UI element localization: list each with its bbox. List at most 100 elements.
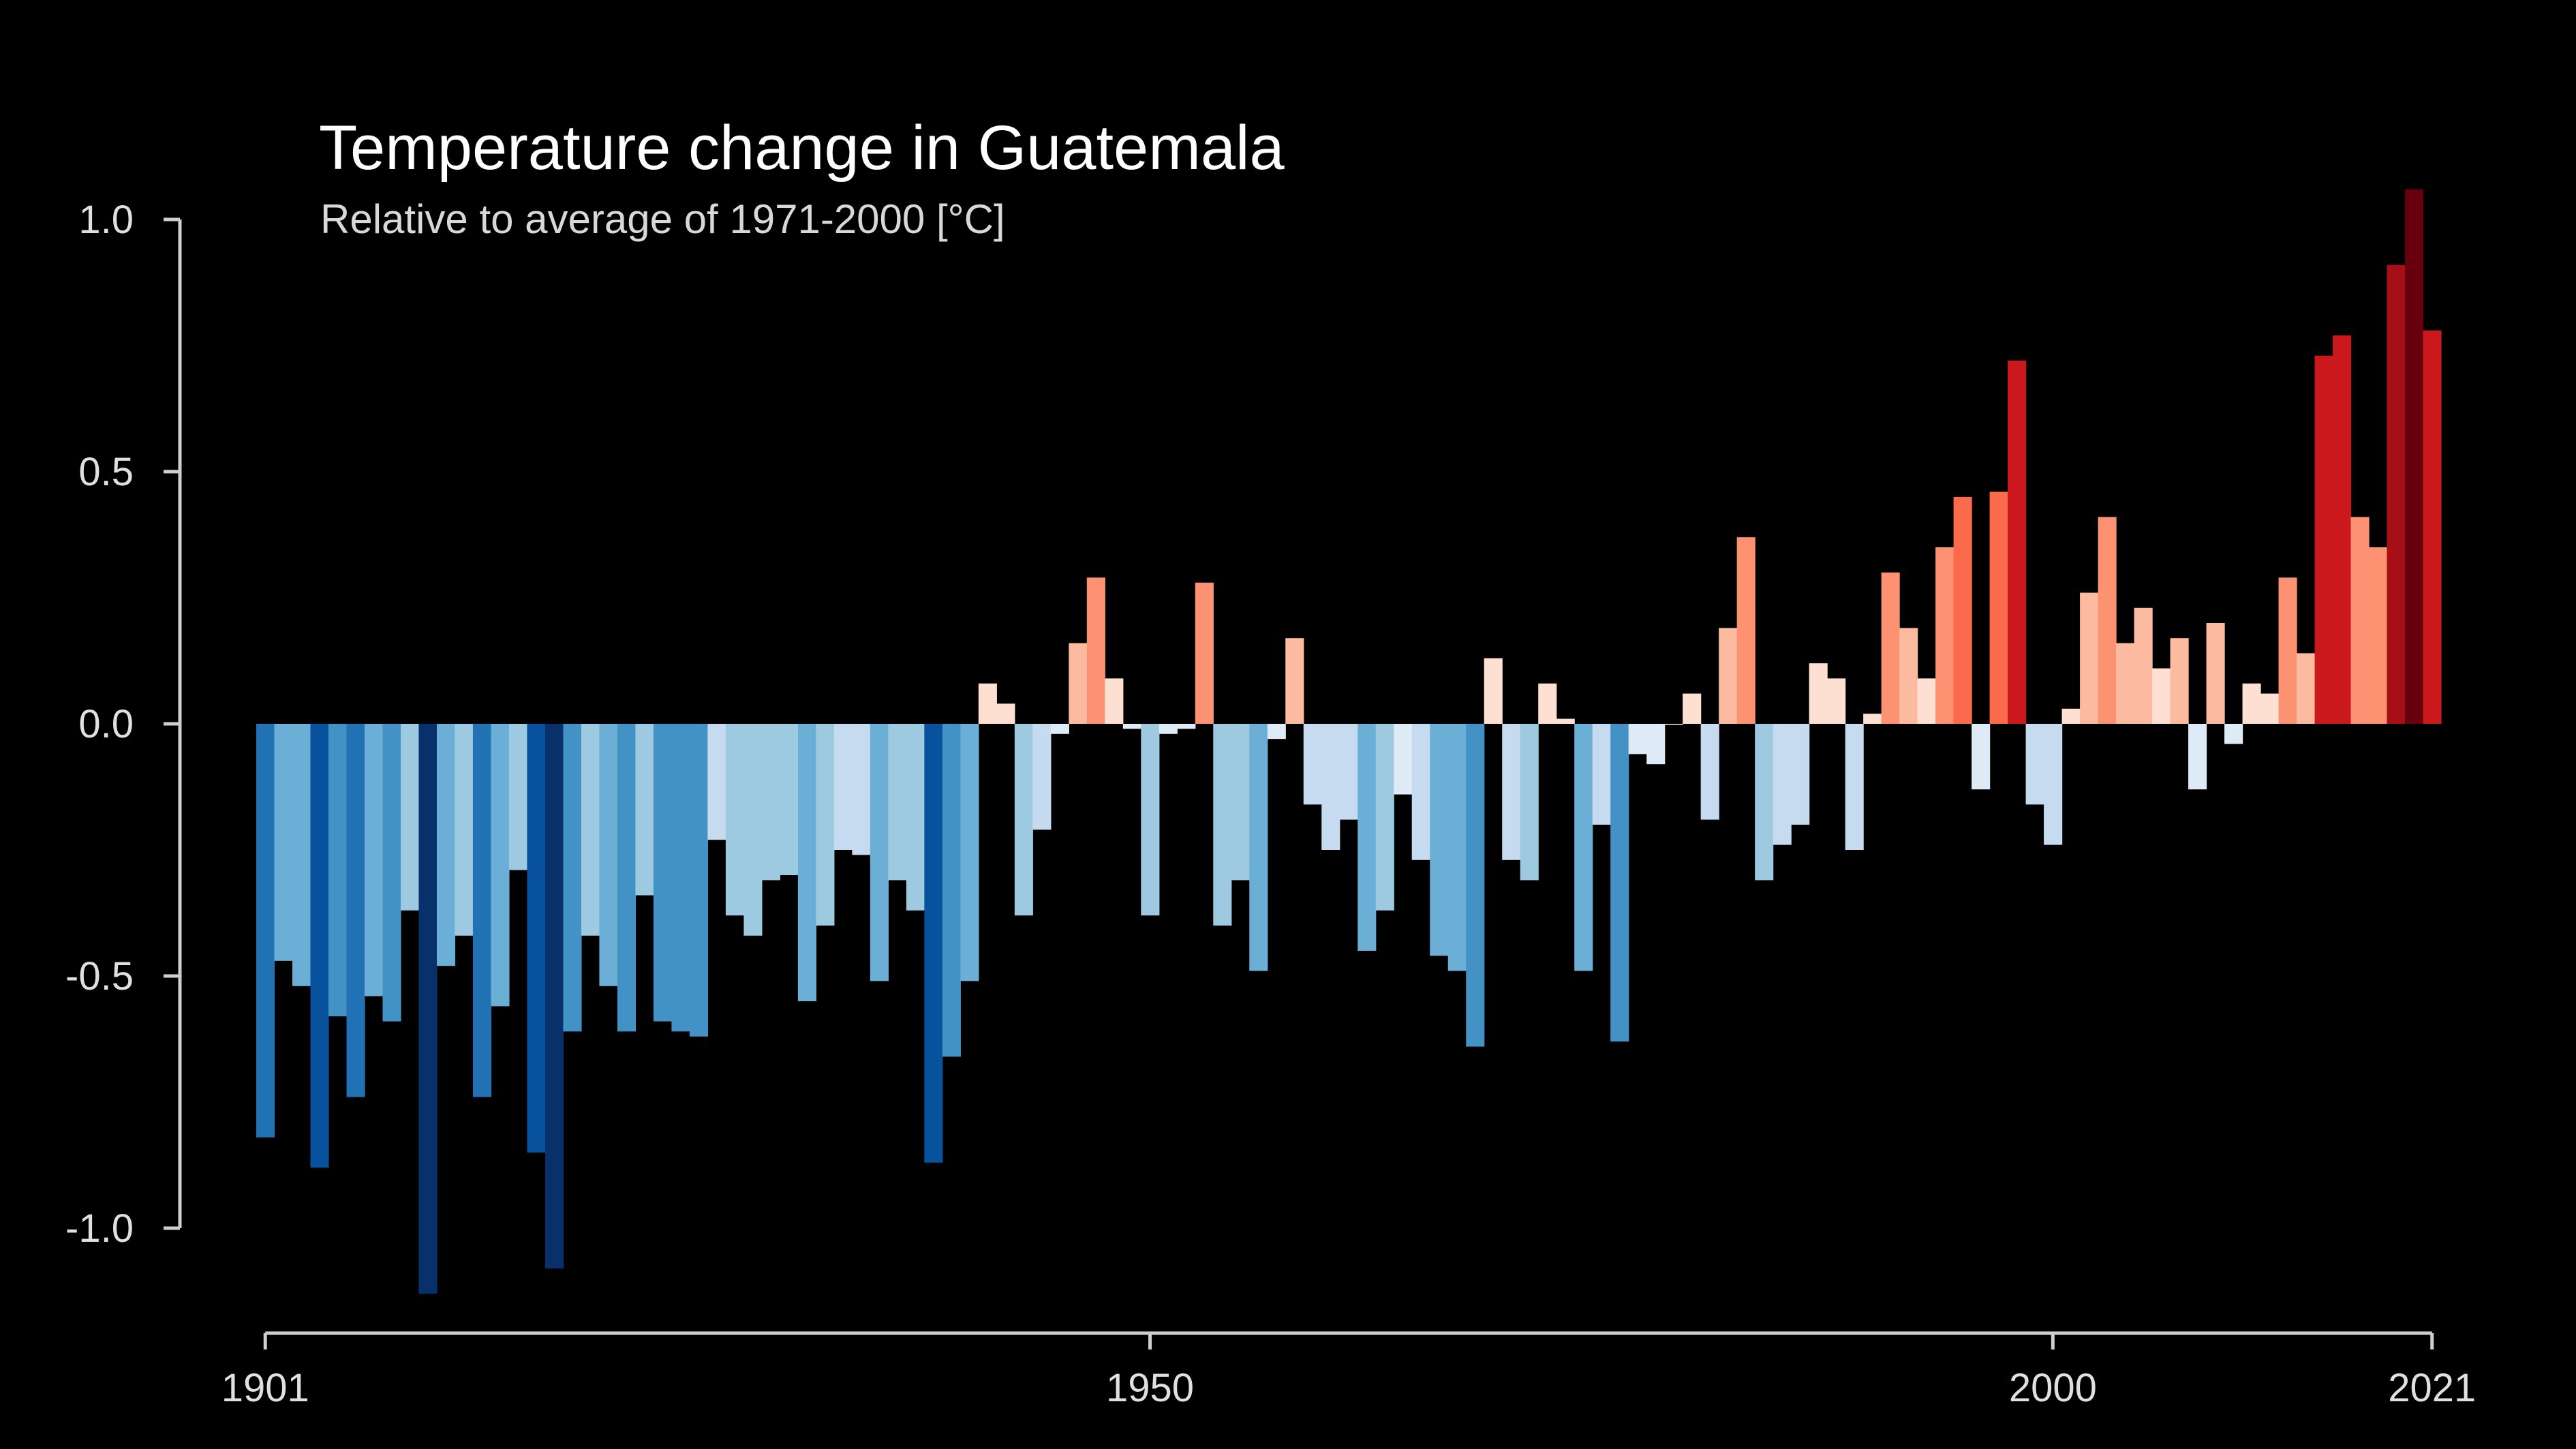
y-axis: 1.0 0.5 0.0 -0.5 -1.0 [65,198,182,1251]
bar-1957 [1267,724,1286,739]
bar-1901 [256,724,275,1138]
bar-1933 [833,724,853,850]
bar-1944 [1032,724,1052,830]
bar-1945 [1050,724,1069,734]
bar-1982 [1719,628,1738,724]
x-tick-label: 1901 [221,1366,309,1410]
bar-1980 [1683,693,1702,724]
bar-1912 [455,724,474,936]
bar-1959 [1303,724,1322,805]
bar-1925 [689,724,708,1037]
bar-2008 [2188,724,2207,790]
y-tick-label: 0.5 [78,450,134,494]
bar-1961 [1339,724,1358,820]
x-axis: 1901 1950 2000 2021 [221,1331,2476,1410]
bar-1924 [671,724,690,1032]
bar-2001 [2061,708,2081,724]
bar-1956 [1249,724,1268,971]
bar-1966 [1430,724,1449,956]
bar-1952 [1177,724,1196,729]
bar-1920 [599,724,618,986]
bar-1975 [1592,724,1611,825]
bar-1937 [906,724,925,911]
bar-1972 [1538,683,1557,724]
bar-1903 [292,724,311,986]
bar-1909 [400,724,420,911]
bar-1922 [635,724,654,896]
bar-1929 [761,724,780,881]
bar-1947 [1086,577,1105,724]
bar-1917 [545,724,564,1269]
bar-1927 [725,724,744,916]
bar-1950 [1141,724,1160,916]
bar-1941 [978,683,997,724]
bar-1991 [1881,573,1900,724]
bar-1948 [1105,678,1124,724]
bar-1921 [617,724,637,1032]
bar-1919 [581,724,600,936]
bar-2006 [2152,668,2171,724]
bar-1906 [346,724,365,1097]
bar-1999 [2025,724,2044,805]
bar-1984 [1755,724,1774,881]
bar-1997 [1989,491,2008,724]
bar-1986 [1791,724,1810,825]
bar-1974 [1574,724,1593,971]
bar-1935 [870,724,889,981]
bar-1951 [1159,724,1178,734]
bar-1907 [364,724,384,996]
bar-2000 [2044,724,2063,845]
y-tick-label: 0.0 [78,702,134,746]
bar-1983 [1736,537,1755,724]
bar-1994 [1935,547,1954,724]
bar-2002 [2080,592,2099,724]
bar-1969 [1484,658,1503,724]
bar-1938 [924,724,943,1163]
bar-2005 [2134,607,2153,724]
bar-1985 [1773,724,1792,845]
bar-2019 [2387,264,2406,724]
bar-1940 [960,724,979,981]
bar-1911 [436,724,456,966]
bar-1998 [2008,361,2027,724]
bar-1954 [1213,724,1232,926]
bar-1939 [942,724,961,1057]
bar-1967 [1447,724,1467,971]
bar-1942 [996,703,1015,724]
bar-1928 [743,724,763,936]
bar-1963 [1375,724,1394,911]
bar-1934 [852,724,871,855]
bar-1955 [1231,724,1250,881]
bar-1943 [1014,724,1033,916]
bar-1962 [1358,724,1377,951]
bar-2003 [2098,517,2117,724]
bar-1946 [1069,643,1088,724]
bar-1981 [1700,724,1719,820]
bar-1996 [1972,724,1991,790]
bar-2013 [2278,577,2297,724]
bar-1995 [1953,497,1972,724]
bar-1914 [491,724,510,1007]
bar-1960 [1321,724,1340,850]
bar-1978 [1646,724,1666,765]
bar-1970 [1502,724,1521,860]
y-tick-label: -0.5 [65,954,134,998]
x-tick-label: 2000 [2009,1366,2097,1410]
bar-2010 [2224,724,2243,744]
bar-1908 [382,724,401,1022]
bar-1976 [1610,724,1629,1042]
bar-1936 [888,724,907,881]
bar-2012 [2260,693,2280,724]
bar-1915 [508,724,528,870]
bar-1990 [1863,714,1882,724]
bar-1971 [1520,724,1539,881]
y-tick-label: -1.0 [65,1206,134,1251]
y-tick-label: 1.0 [78,198,134,242]
bar-1953 [1195,582,1214,724]
bar-1987 [1809,663,1828,724]
bar-1923 [653,724,673,1022]
bar-1993 [1917,678,1936,724]
bar-1902 [274,724,293,961]
bar-2017 [2350,517,2370,724]
